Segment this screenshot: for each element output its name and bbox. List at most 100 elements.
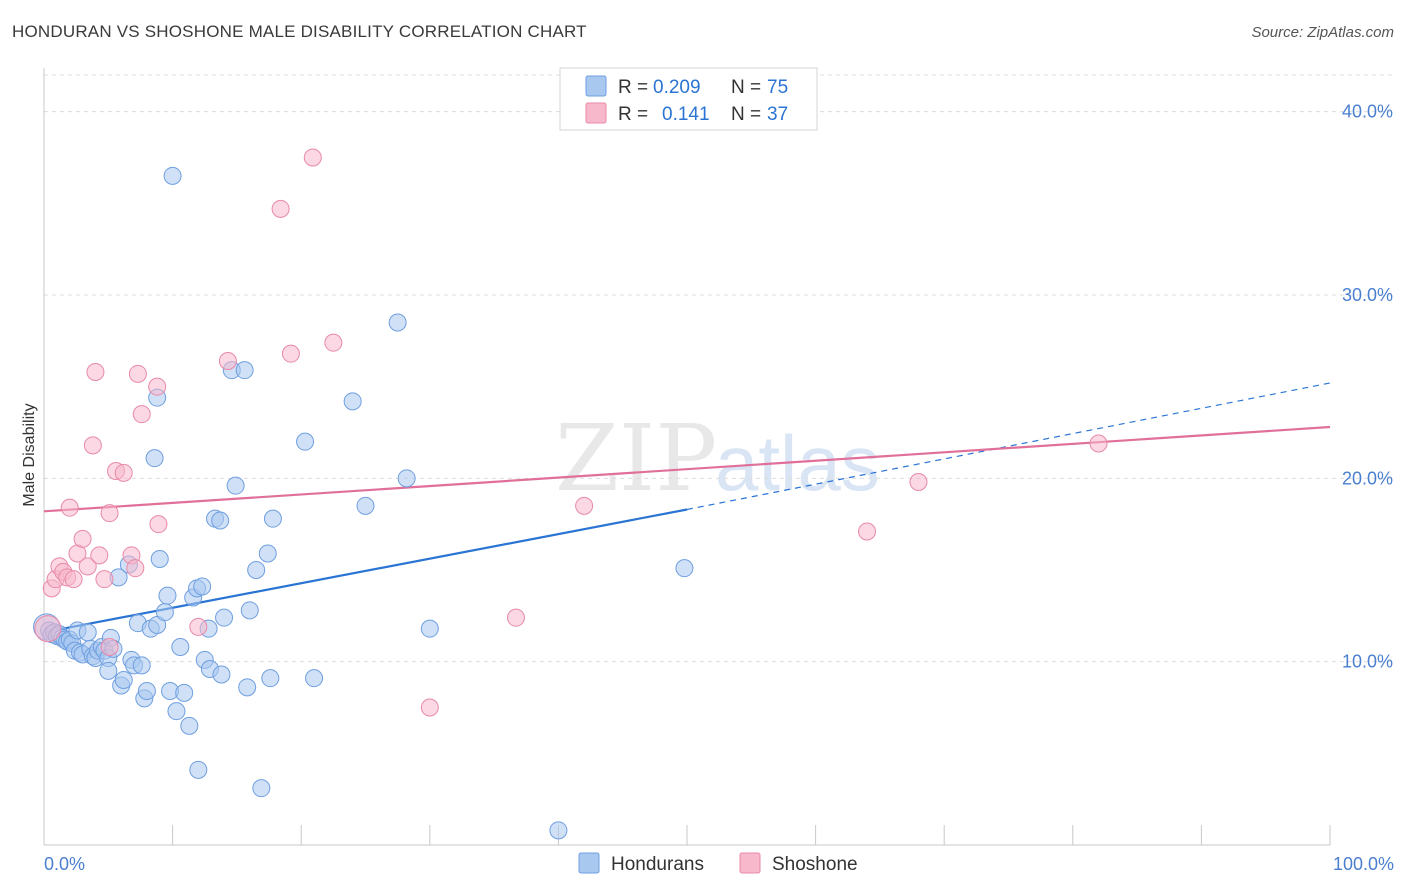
shoshone-point — [100, 504, 119, 523]
legend-r-label-shoshone: R = — [618, 104, 648, 125]
shoshone-point — [128, 364, 147, 383]
honduran-point — [226, 476, 245, 495]
honduran-point — [158, 586, 177, 605]
axes — [43, 68, 1331, 846]
honduran-point — [240, 601, 259, 620]
honduran-trend-line — [43, 508, 688, 634]
shoshone-point — [78, 557, 97, 576]
shoshone-point — [506, 608, 525, 627]
honduran-point — [155, 603, 174, 622]
honduran-point — [388, 313, 407, 332]
honduran-point — [132, 656, 151, 675]
shoshone-point — [126, 559, 145, 578]
y-tick-label-10: 10.0% — [1342, 652, 1393, 672]
series-legend-label-shoshone: Shoshone — [772, 854, 858, 875]
y-axis-label: Male Disability — [21, 403, 38, 506]
honduran-point — [252, 779, 271, 798]
shoshone-point — [132, 405, 151, 424]
honduran-point — [263, 509, 282, 528]
shoshone-point — [34, 615, 62, 643]
honduran-point — [193, 577, 212, 596]
honduran-point — [343, 392, 362, 411]
y-tick-label-30: 30.0% — [1342, 285, 1393, 305]
honduran-point — [167, 702, 186, 721]
shoshone-point — [100, 638, 119, 656]
shoshone-point — [149, 515, 168, 534]
x-tick-label-max: 100.0% — [1333, 854, 1394, 874]
honduran-point — [549, 821, 568, 840]
legend-r-value-shoshone: 0.141 — [662, 104, 710, 125]
shoshone-point — [218, 352, 237, 370]
trend-lines — [43, 382, 1331, 634]
honduran-point — [356, 496, 375, 515]
honduran-point — [171, 638, 190, 656]
x-tick-label-min: 0.0% — [44, 854, 85, 874]
shoshone-point — [95, 570, 114, 589]
honduran-point — [137, 682, 156, 700]
honduran-point — [211, 511, 230, 530]
shoshone-point — [73, 529, 92, 548]
legend-n-label-shoshone: N = — [731, 104, 761, 125]
series-legend-swatch-hondurans — [578, 852, 600, 874]
honduran-point — [78, 623, 97, 642]
honduran-point — [675, 559, 694, 578]
honduran-point — [247, 561, 266, 579]
honduran-point — [238, 678, 257, 697]
stats-legend: R = 0.209 N = 75 R = 0.141 N = 37 — [559, 67, 818, 131]
series-legend: Hondurans Shoshone — [578, 852, 858, 875]
shoshone-point — [303, 148, 322, 167]
shoshone-point — [83, 436, 102, 455]
watermark-zip: ZIP — [555, 405, 717, 512]
shoshone-point — [271, 199, 290, 218]
honduran-point — [180, 716, 199, 735]
shoshone-point — [114, 463, 133, 482]
honduran-point — [420, 619, 439, 638]
honduran-point — [99, 661, 118, 680]
legend-n-value-hondurans: 75 — [767, 77, 788, 98]
honduran-point — [150, 550, 169, 568]
honduran-point — [261, 669, 280, 688]
y-tick-label-20: 20.0% — [1342, 468, 1393, 488]
shoshone-point — [90, 546, 109, 565]
shoshone-point — [60, 498, 79, 517]
legend-n-label-hondurans: N = — [731, 77, 761, 98]
honduran-point — [215, 608, 234, 627]
legend-n-value-shoshone: 37 — [767, 104, 788, 125]
source-credit: Source: ZipAtlas.com — [1251, 24, 1394, 41]
shoshone-point — [281, 344, 300, 363]
honduran-point — [189, 760, 208, 779]
series-legend-label-hondurans: Hondurans — [611, 854, 704, 875]
chart-title: HONDURAN VS SHOSHONE MALE DISABILITY COR… — [12, 22, 587, 41]
honduran-point — [175, 683, 194, 702]
series-legend-swatch-shoshone — [739, 852, 761, 874]
honduran-point — [212, 665, 231, 684]
honduran-point — [235, 361, 254, 380]
watermark: ZIP atlas — [555, 405, 880, 512]
shoshone-point — [86, 363, 105, 381]
legend-r-value-hondurans: 0.209 — [653, 77, 701, 98]
honduran-point — [145, 449, 164, 468]
data-points — [33, 148, 1108, 840]
shoshone-point — [148, 377, 167, 396]
shoshone-point — [420, 698, 439, 717]
legend-swatch-hondurans — [585, 75, 607, 97]
legend-r-label-hondurans: R = — [618, 77, 648, 98]
shoshone-point — [324, 333, 343, 352]
shoshone-trend-line — [43, 425, 1331, 513]
honduran-point — [258, 544, 277, 563]
shoshone-point — [64, 570, 83, 589]
shoshone-point — [575, 496, 594, 515]
honduran-point — [296, 432, 315, 451]
honduran-point — [114, 671, 133, 689]
shoshone-point — [858, 522, 877, 541]
y-tick-labels: 10.0% 20.0% 30.0% 40.0% — [1342, 102, 1393, 672]
legend-swatch-shoshone — [585, 102, 607, 124]
y-tick-label-40: 40.0% — [1342, 102, 1393, 122]
honduran-point — [397, 469, 416, 488]
shoshone-point — [1089, 434, 1108, 453]
honduran-point — [163, 166, 182, 185]
shoshone-point — [189, 617, 208, 636]
shoshone-point — [909, 473, 928, 491]
honduran-point — [305, 669, 324, 688]
